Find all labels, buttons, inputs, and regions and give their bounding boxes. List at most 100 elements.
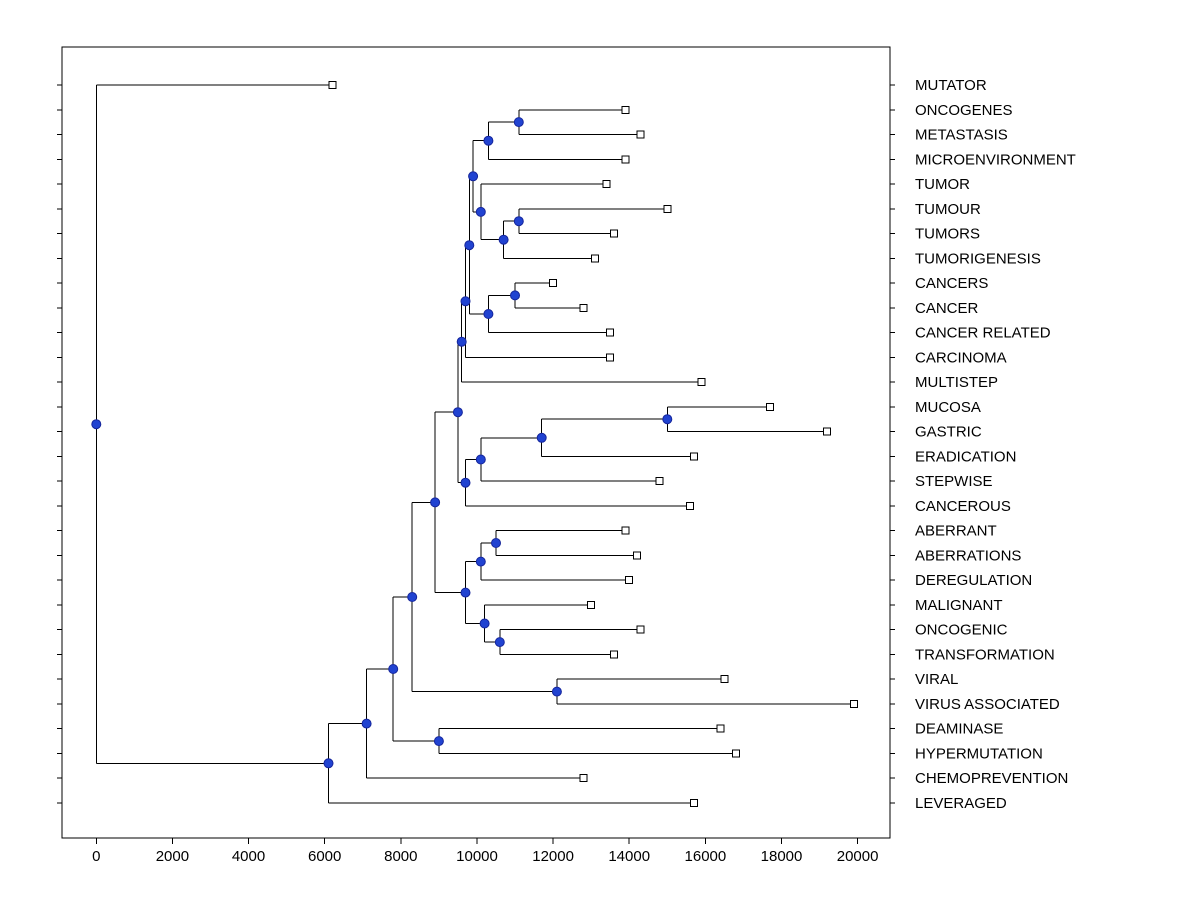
leaf-label: ONCOGENIC: [915, 622, 1008, 639]
leaf-markers: [328, 81, 858, 807]
leaf-marker: [549, 279, 558, 288]
leaf-label: TUMOR: [915, 176, 970, 193]
plot-box: [61, 46, 891, 839]
leaf-marker: [328, 81, 337, 89]
leaf-label: VIRUS ASSOCIATED: [915, 696, 1060, 713]
leaf-marker: [697, 378, 706, 387]
leaf-marker: [579, 303, 588, 312]
cluster-node-marker: [91, 419, 102, 430]
x-tick-label: 4000: [232, 848, 265, 865]
x-tick-label: 12000: [532, 848, 574, 865]
leaf-marker: [766, 402, 775, 411]
x-tick-label: 10000: [456, 848, 498, 865]
leaf-label: MUCOSA: [915, 399, 981, 416]
cluster-node-marker: [388, 664, 399, 674]
leaf-marker: [606, 353, 615, 362]
x-tick-label: 18000: [761, 848, 803, 865]
cluster-node-marker: [323, 758, 334, 769]
cluster-node-marker: [430, 497, 441, 508]
leaf-label: VIRAL: [915, 671, 958, 688]
cluster-node-marker: [452, 407, 463, 418]
leaf-label: TRANSFORMATION: [915, 646, 1055, 663]
cluster-node-marker: [498, 234, 509, 245]
leaf-marker: [655, 477, 664, 486]
cluster-node-marker: [464, 240, 475, 251]
leaf-marker: [636, 130, 645, 139]
leaf-marker: [636, 625, 645, 634]
leaf-label: CARCINOMA: [915, 349, 1007, 366]
cluster-node-marker: [513, 117, 524, 128]
leaf-marker: [621, 105, 630, 114]
cluster-node-marker: [483, 135, 494, 146]
cluster-node-marker: [460, 587, 471, 598]
leaf-label: MALIGNANT: [915, 597, 1003, 614]
leaf-label: ABERRANT: [915, 523, 997, 540]
leaf-label: ERADICATION: [915, 448, 1016, 465]
x-tick-label: 6000: [308, 848, 341, 865]
leaf-label: DEREGULATION: [915, 572, 1032, 589]
x-axis-ticks: [95, 838, 859, 844]
cluster-node-marker: [475, 556, 486, 567]
leaf-label: TUMORS: [915, 226, 980, 243]
cluster-node-marker: [483, 309, 494, 319]
leaf-label: CANCER RELATED: [915, 325, 1051, 342]
leaf-marker: [587, 600, 596, 609]
x-tick-labels: 0 2000 4000 6000 8000 10000 12000 14000 16000 180…: [92, 848, 878, 865]
cluster-node-marker: [456, 336, 467, 347]
x-tick-label: 20000: [837, 848, 879, 865]
leaf-marker: [689, 799, 698, 807]
leaf-marker: [663, 204, 672, 213]
leaf-label: CANCERS: [915, 275, 988, 292]
leaf-marker: [849, 700, 858, 708]
leaf-label: MICROENVIRONMENT: [915, 151, 1076, 168]
leaf-marker: [610, 650, 618, 659]
leaf-marker: [720, 675, 729, 684]
leaf-marker: [823, 427, 832, 436]
cluster-node-markers: [91, 117, 673, 769]
leaf-label: ABERRATIONS: [915, 547, 1021, 564]
leaf-label: GASTRIC: [915, 424, 982, 441]
leaf-label: STEPWISE: [915, 473, 993, 490]
cluster-node-marker: [407, 592, 418, 602]
cluster-node-marker: [662, 414, 673, 425]
cluster-node-marker: [510, 290, 520, 301]
leaf-label: CANCER: [915, 300, 979, 317]
leaf-marker: [625, 576, 634, 585]
leaf-marker: [621, 155, 630, 164]
leaf-marker: [632, 551, 641, 560]
leaf-label: CHEMOPREVENTION: [915, 770, 1068, 787]
y-axis-ticks: [57, 84, 895, 804]
cluster-node-marker: [491, 538, 501, 548]
leaf-marker: [610, 229, 618, 238]
leaf-marker: [731, 749, 740, 758]
cluster-node-marker: [475, 206, 486, 217]
leaf-marker: [686, 501, 695, 510]
cluster-node-marker: [433, 736, 444, 747]
leaf-label: CANCEROUS: [915, 498, 1011, 515]
cluster-node-marker: [460, 477, 471, 488]
leaf-label: TUMOUR: [915, 201, 981, 218]
x-tick-label: 8000: [384, 848, 417, 865]
leaf-marker: [716, 724, 725, 733]
leaf-label: MUTATOR: [915, 77, 987, 94]
cluster-node-marker: [536, 432, 547, 443]
leaf-marker: [621, 526, 630, 535]
leaf-marker: [579, 774, 588, 783]
leaf-marker: [591, 254, 599, 263]
cluster-node-marker: [460, 296, 471, 307]
leaf-label: ONCOGENES: [915, 102, 1013, 119]
x-tick-label: 16000: [685, 848, 727, 865]
cluster-node-marker: [551, 686, 562, 697]
cluster-node-marker: [513, 216, 524, 227]
leaf-label: LEVERAGED: [915, 795, 1007, 812]
leaf-marker: [602, 180, 611, 188]
cluster-node-marker: [468, 171, 479, 182]
leaf-label: DEAMINASE: [915, 721, 1003, 738]
leaf-marker: [606, 328, 615, 337]
leaf-label: METASTASIS: [915, 127, 1008, 144]
leaf-marker: [689, 452, 698, 461]
cluster-node-marker: [475, 454, 486, 465]
leaf-label: MULTISTEP: [915, 374, 998, 391]
